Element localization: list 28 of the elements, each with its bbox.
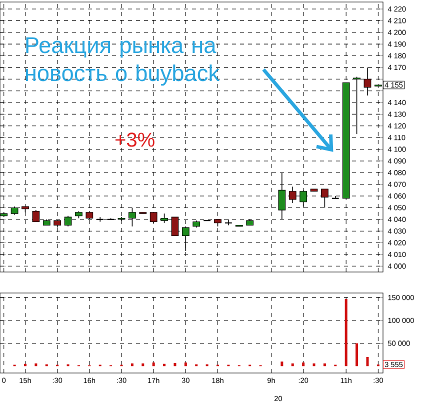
bar bbox=[280, 362, 284, 366]
candlestick bbox=[278, 172, 286, 220]
candlestick bbox=[150, 212, 158, 224]
candlestick bbox=[331, 196, 340, 199]
bar bbox=[344, 298, 348, 366]
candlestick bbox=[171, 216, 179, 236]
candlestick bbox=[128, 207, 136, 227]
bar bbox=[184, 362, 187, 366]
bar bbox=[152, 362, 155, 366]
candlestick bbox=[160, 213, 168, 224]
bar bbox=[356, 343, 358, 366]
bar bbox=[302, 362, 305, 366]
candlestick bbox=[288, 186, 296, 204]
bar bbox=[312, 363, 316, 366]
candlestick bbox=[224, 218, 232, 226]
annotation: +3% bbox=[116, 132, 154, 147]
annotation: Реакция рынка на новость о buyback bbox=[26, 37, 220, 86]
candlestick bbox=[64, 215, 72, 227]
bar bbox=[366, 356, 369, 366]
candlestick bbox=[353, 76, 360, 134]
candlestick bbox=[364, 67, 372, 96]
candlestick bbox=[321, 188, 328, 208]
bar bbox=[174, 362, 176, 366]
bar bbox=[323, 363, 326, 366]
candlestick bbox=[182, 226, 190, 252]
candlestick bbox=[300, 190, 308, 207]
candlestick bbox=[96, 216, 104, 222]
candlestick bbox=[32, 210, 40, 222]
